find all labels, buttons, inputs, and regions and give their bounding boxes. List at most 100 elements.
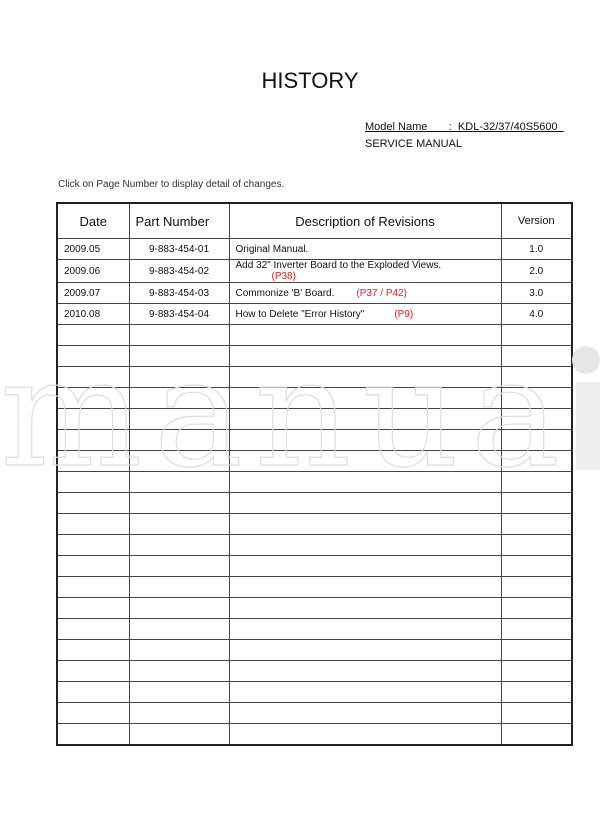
watermark-dot (572, 346, 600, 374)
description-cell: Original Manual. (228, 238, 502, 260)
empty-cell (56, 324, 130, 346)
page-link[interactable]: (P37 / P42) (356, 287, 407, 299)
empty-cell (128, 408, 230, 430)
date-cell: 2010.08 (56, 303, 130, 325)
header-description: Description of Revisions (228, 202, 502, 239)
empty-cell (228, 345, 502, 367)
revision-table: Date Part Number Description of Revision… (56, 202, 573, 746)
page-title: HISTORY (261, 68, 359, 93)
empty-cell (56, 366, 130, 388)
empty-cell (228, 429, 502, 451)
empty-cell (500, 639, 573, 661)
empty-cell (228, 555, 502, 577)
empty-row (56, 429, 573, 451)
empty-cell (128, 618, 230, 640)
empty-cell (500, 576, 573, 598)
empty-cell (128, 534, 230, 556)
empty-cell (128, 450, 230, 472)
table-row: 2009.07 9-883-454-03 Commonize 'B' Board… (56, 282, 573, 304)
empty-cell (128, 471, 230, 493)
empty-cell (56, 597, 130, 619)
empty-row (56, 366, 573, 388)
empty-cell (56, 492, 130, 514)
empty-cell (56, 618, 130, 640)
empty-cell (228, 576, 502, 598)
empty-cell (228, 471, 502, 493)
model-name: Model Name : KDL-32/37/40S5600 (365, 121, 564, 133)
empty-cell (56, 429, 130, 451)
description-text: How to Delete "Error History" (235, 308, 365, 320)
empty-cell (228, 723, 502, 746)
empty-cell (128, 576, 230, 598)
page-link[interactable]: (P9) (394, 308, 414, 320)
empty-row (56, 681, 573, 703)
description-text: Original Manual. (235, 243, 309, 255)
empty-cell (56, 345, 130, 367)
empty-cell (228, 450, 502, 472)
empty-row (56, 324, 573, 346)
empty-cell (56, 450, 130, 472)
version-cell: 2.0 (500, 259, 573, 283)
empty-cell (500, 597, 573, 619)
empty-row (56, 576, 573, 598)
empty-cell (500, 681, 573, 703)
empty-cell (228, 387, 502, 409)
empty-cell (56, 555, 130, 577)
empty-cell (128, 366, 230, 388)
empty-cell (56, 387, 130, 409)
empty-cell (56, 660, 130, 682)
empty-cell (228, 597, 502, 619)
empty-cell (128, 429, 230, 451)
part-number-cell: 9-883-454-01 (128, 238, 230, 260)
empty-row (56, 660, 573, 682)
instruction-note: Click on Page Number to display detail o… (58, 179, 285, 190)
part-number-cell: 9-883-454-04 (128, 303, 230, 325)
description-text: Commonize 'B' Board. (235, 287, 335, 299)
empty-cell (500, 324, 573, 346)
empty-cell (56, 639, 130, 661)
description-text: Add 32" Inverter Board to the Exploded V… (235, 260, 442, 271)
empty-cell (128, 702, 230, 724)
empty-cell (128, 387, 230, 409)
empty-cell (500, 345, 573, 367)
table-row: 2009.05 9-883-454-01 Original Manual. 1.… (56, 238, 573, 260)
header-part-number: Part Number (128, 202, 230, 239)
date-cell: 2009.06 (56, 259, 130, 283)
version-cell: 1.0 (500, 238, 573, 260)
empty-row (56, 555, 573, 577)
empty-cell (56, 513, 130, 535)
empty-cell (500, 366, 573, 388)
empty-cell (128, 324, 230, 346)
empty-row (56, 534, 573, 556)
watermark-stem (576, 382, 600, 470)
empty-cell (228, 366, 502, 388)
empty-cell (128, 723, 230, 746)
empty-row (56, 702, 573, 724)
table-row: 2010.08 9-883-454-04 How to Delete "Erro… (56, 303, 573, 325)
empty-cell (128, 681, 230, 703)
empty-cell (228, 681, 502, 703)
empty-cell (228, 702, 502, 724)
empty-row (56, 639, 573, 661)
empty-row (56, 450, 573, 472)
header-version: Version (500, 202, 573, 239)
empty-cell (56, 471, 130, 493)
empty-cell (228, 534, 502, 556)
description-cell: Commonize 'B' Board. (P37 / P42) (228, 282, 502, 304)
empty-cell (500, 408, 573, 430)
date-cell: 2009.05 (56, 238, 130, 260)
empty-cell (228, 492, 502, 514)
empty-row (56, 618, 573, 640)
date-cell: 2009.07 (56, 282, 130, 304)
empty-cell (228, 324, 502, 346)
page-link[interactable]: (P38) (271, 271, 296, 282)
empty-cell (500, 513, 573, 535)
empty-cell (228, 618, 502, 640)
part-number-cell: 9-883-454-02 (128, 259, 230, 283)
empty-row (56, 408, 573, 430)
empty-cell (56, 576, 130, 598)
empty-cell (228, 639, 502, 661)
empty-cell (56, 534, 130, 556)
empty-row (56, 492, 573, 514)
